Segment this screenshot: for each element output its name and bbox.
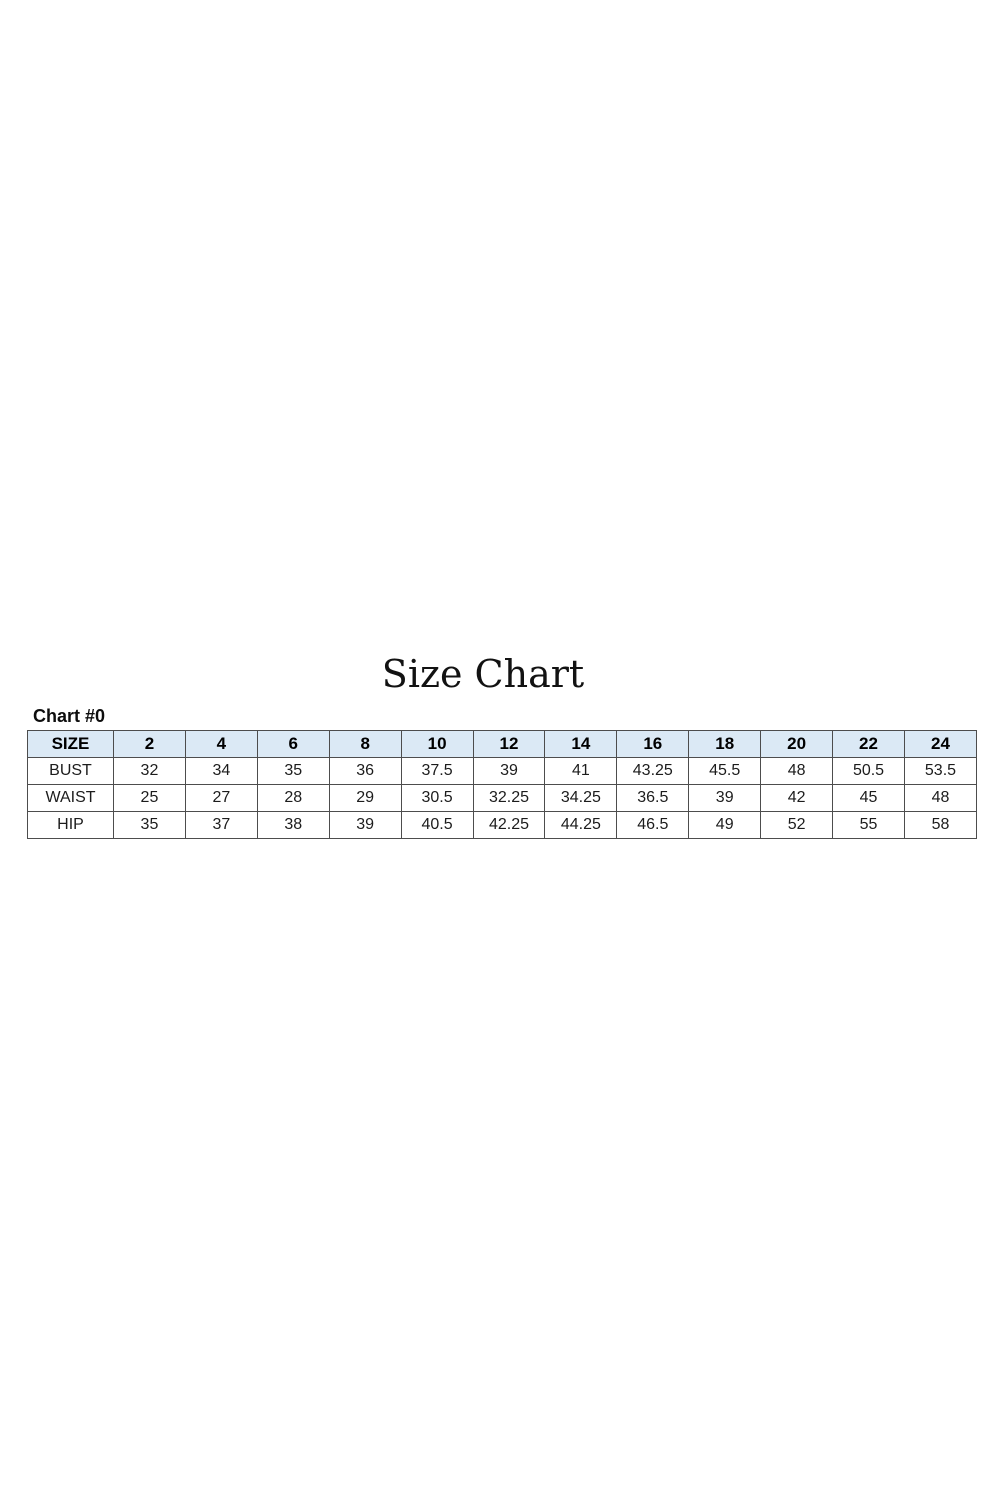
table-cell: 41 <box>544 757 618 786</box>
table-cell: 39 <box>328 811 402 840</box>
table-cell: 45 <box>832 784 905 813</box>
header-cell: 2 <box>113 730 186 759</box>
table-cell: 32 <box>113 757 186 786</box>
table-cell: 28 <box>256 784 330 813</box>
table-cell: 32.25 <box>472 784 546 813</box>
table-cell: 45.5 <box>688 757 762 786</box>
table-cell: 38 <box>256 811 330 840</box>
table-cell: 37.5 <box>400 757 474 786</box>
size-chart-section: Size Chart Chart #0 SIZE 2 4 6 8 10 12 1… <box>27 652 978 840</box>
table-cell: 35 <box>256 757 330 786</box>
header-cell: 22 <box>832 730 905 759</box>
table-header-row: SIZE 2 4 6 8 10 12 14 16 18 20 22 24 <box>27 730 978 759</box>
table-cell: 48 <box>760 757 834 786</box>
table-cell: 53.5 <box>903 757 978 786</box>
size-chart-table: SIZE 2 4 6 8 10 12 14 16 18 20 22 24 BUS… <box>27 730 978 840</box>
table-cell: 42.25 <box>472 811 546 840</box>
header-cell: 12 <box>472 730 546 759</box>
table-cell: 39 <box>688 784 762 813</box>
row-label: BUST <box>27 757 114 786</box>
table-cell: 37 <box>184 811 258 840</box>
table-cell: 36.5 <box>616 784 690 813</box>
table-cell: 40.5 <box>400 811 474 840</box>
header-cell: 16 <box>616 730 690 759</box>
table-row-hip: HIP 35 37 38 39 40.5 42.25 44.25 46.5 49… <box>27 811 978 840</box>
table-cell: 49 <box>688 811 762 840</box>
table-cell: 34 <box>184 757 258 786</box>
table-cell: 25 <box>113 784 186 813</box>
table-cell: 55 <box>832 811 905 840</box>
table-cell: 58 <box>903 811 978 840</box>
table-row-waist: WAIST 25 27 28 29 30.5 32.25 34.25 36.5 … <box>27 784 978 813</box>
table-cell: 43.25 <box>616 757 690 786</box>
page-title: Size Chart <box>381 652 585 696</box>
header-cell-size: SIZE <box>27 730 114 759</box>
table-cell: 52 <box>760 811 834 840</box>
table-cell: 48 <box>903 784 978 813</box>
header-cell: 24 <box>903 730 978 759</box>
chart-number-label: Chart #0 <box>33 705 106 726</box>
table-cell: 30.5 <box>400 784 474 813</box>
table-cell: 36 <box>328 757 402 786</box>
table-cell: 27 <box>184 784 258 813</box>
header-cell: 14 <box>544 730 618 759</box>
table-cell: 44.25 <box>544 811 618 840</box>
header-cell: 10 <box>400 730 474 759</box>
header-cell: 8 <box>328 730 402 759</box>
row-label: WAIST <box>27 784 114 813</box>
row-label: HIP <box>27 811 114 840</box>
header-cell: 20 <box>760 730 834 759</box>
table-cell: 34.25 <box>544 784 618 813</box>
table-cell: 42 <box>760 784 834 813</box>
table-cell: 35 <box>113 811 186 840</box>
table-cell: 50.5 <box>832 757 905 786</box>
table-row-bust: BUST 32 34 35 36 37.5 39 41 43.25 45.5 4… <box>27 757 978 786</box>
header-cell: 4 <box>184 730 258 759</box>
table-cell: 29 <box>328 784 402 813</box>
table-cell: 46.5 <box>616 811 690 840</box>
table-cell: 39 <box>472 757 546 786</box>
header-cell: 18 <box>688 730 762 759</box>
header-cell: 6 <box>256 730 330 759</box>
